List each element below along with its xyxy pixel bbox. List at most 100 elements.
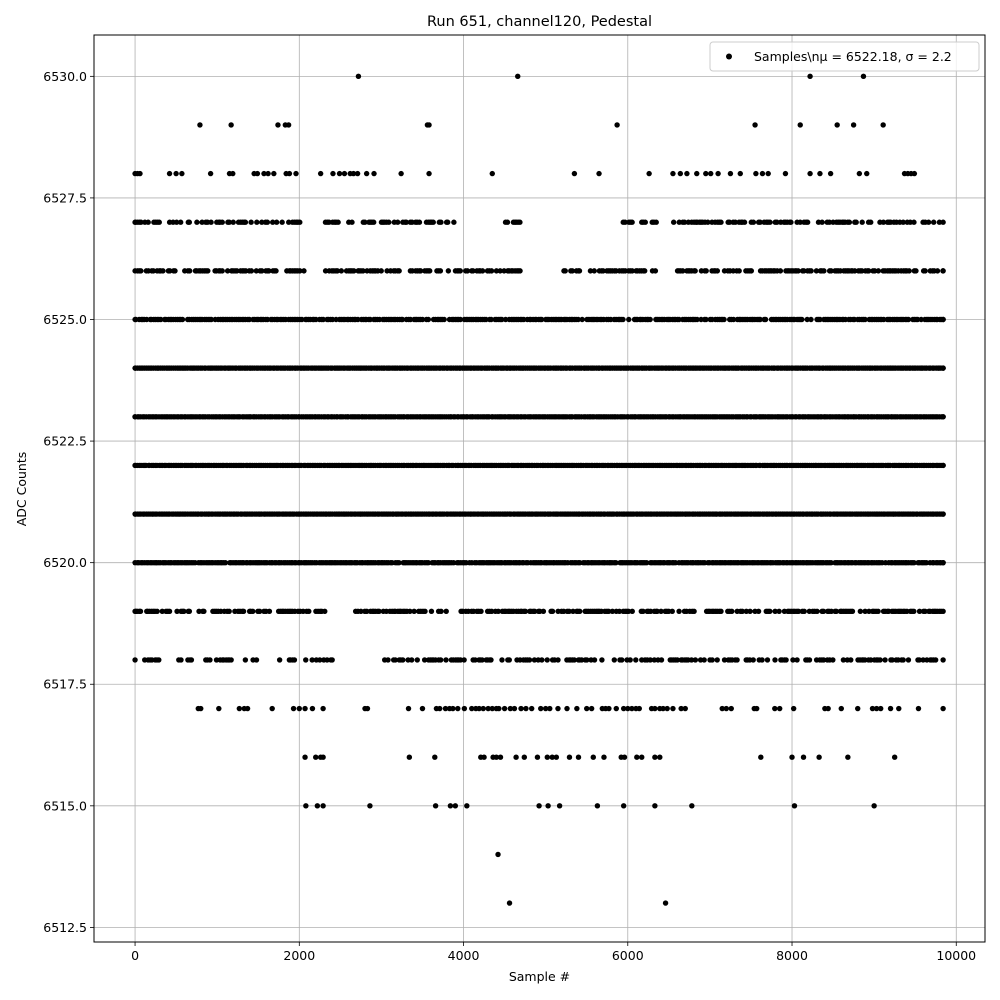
sample-point [154, 608, 160, 614]
sample-point [752, 122, 758, 128]
sample-point [564, 705, 570, 712]
sample-point [174, 608, 180, 614]
sample-point [715, 170, 721, 177]
y-tick-label: 6515.0 [43, 798, 87, 813]
sample-point [250, 608, 256, 614]
sample-point [248, 268, 255, 274]
legend-box [709, 41, 980, 72]
sample-point [253, 268, 260, 274]
sample-point [777, 268, 784, 274]
sample-point [788, 219, 794, 225]
sample-point [727, 170, 734, 177]
sample-point [470, 268, 476, 274]
sample-point [485, 705, 491, 712]
sample-point [297, 219, 303, 225]
sample-point [574, 705, 580, 712]
sample-point [497, 268, 503, 274]
sample-point [658, 608, 664, 614]
sample-point [820, 657, 827, 663]
sample-point [324, 657, 330, 663]
sample-point [167, 268, 173, 274]
sample-point [531, 657, 538, 663]
sample-point [709, 657, 715, 663]
y-tick-label: 6527.5 [43, 190, 87, 205]
sample-point [726, 219, 733, 225]
sample-point [873, 705, 880, 712]
sample-point [196, 608, 202, 614]
sample-point [821, 268, 827, 274]
sample-point [447, 803, 454, 809]
sample-point [464, 803, 470, 809]
sample-point [859, 219, 865, 225]
sample-point [654, 608, 660, 614]
sample-point [817, 170, 823, 177]
sample-point [590, 754, 596, 760]
sample-point [549, 754, 555, 760]
sample-point [511, 705, 518, 712]
sample-point [688, 657, 695, 663]
sample-point [846, 219, 853, 225]
sample-point [197, 122, 203, 128]
sample-point [137, 170, 143, 177]
sample-point [640, 608, 646, 614]
sample-point [639, 754, 645, 760]
sample-point [681, 219, 688, 225]
sample-point [808, 316, 814, 323]
sample-point [759, 657, 765, 663]
sample-point [830, 657, 836, 663]
sample-point [596, 170, 602, 177]
sample-point [403, 219, 410, 225]
sample-point [421, 657, 428, 663]
sample-point [646, 170, 652, 177]
sample-point [367, 803, 373, 809]
sample-point [869, 705, 876, 712]
sample-point [692, 268, 698, 274]
sample-point [594, 803, 601, 809]
sample-point [275, 122, 281, 128]
sample-point [364, 705, 371, 712]
sample-point [480, 705, 486, 712]
sample-point [428, 608, 435, 614]
sample-point [314, 803, 321, 809]
sample-point [601, 754, 607, 760]
sample-point [913, 268, 919, 274]
sample-point [426, 170, 432, 177]
sample-point [569, 268, 576, 274]
sample-point [616, 608, 623, 614]
sample-point [619, 657, 625, 663]
sample-point [320, 803, 326, 809]
sample-point [489, 705, 495, 712]
sample-point [488, 268, 495, 274]
sample-point [317, 170, 324, 177]
sample-point [427, 268, 433, 274]
sample-point [925, 219, 932, 225]
sample-point [186, 268, 193, 274]
x-tick-label: 10000 [936, 948, 976, 963]
sample-point [774, 219, 780, 225]
sample-point [363, 170, 370, 177]
sample-point [857, 608, 864, 614]
sample-point [799, 316, 805, 323]
sample-point [479, 657, 485, 663]
sample-point [309, 657, 315, 663]
sample-point [754, 705, 760, 712]
sample-point [254, 219, 260, 225]
sample-point [767, 608, 773, 614]
sample-point [670, 219, 677, 225]
sample-point [571, 657, 578, 663]
sample-point [228, 122, 234, 128]
sample-point [627, 657, 633, 663]
sample-point [226, 608, 232, 614]
sample-point [549, 608, 556, 614]
sample-point [349, 219, 355, 225]
sample-point [882, 657, 888, 663]
sample-point [355, 73, 362, 80]
sample-point [705, 219, 711, 225]
sample-points [132, 73, 946, 906]
sample-point [652, 803, 658, 809]
sample-point [132, 657, 138, 663]
sample-point [674, 657, 681, 663]
x-axis-label: Sample # [509, 969, 570, 984]
sample-point [790, 657, 796, 663]
sample-point [166, 170, 173, 177]
